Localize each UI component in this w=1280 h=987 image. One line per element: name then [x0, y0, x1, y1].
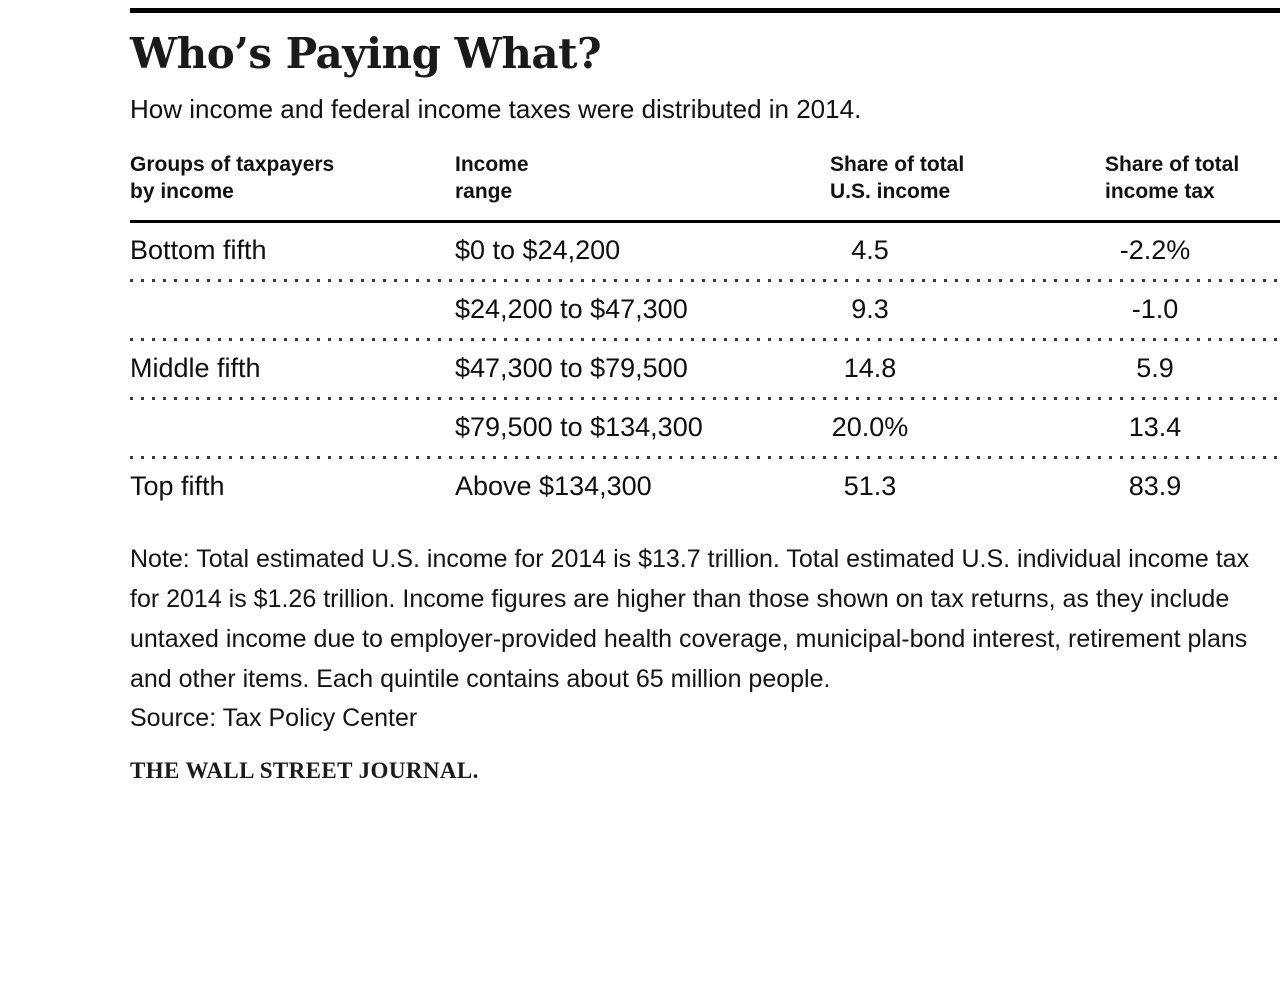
cell-tax-share: -2.2% — [1119, 235, 1191, 266]
chart-subtitle: How income and federal income taxes were… — [130, 94, 862, 124]
table-row-second-fifth: $24,200 to $47,300 9.3 -1.0 — [130, 282, 1280, 338]
cell-tax-share: 83.9 — [1128, 471, 1182, 502]
cell-income-share: 51.3 — [843, 471, 897, 502]
cell-income-range: $79,500 to $134,300 — [455, 412, 703, 443]
column-header-line: Share of total — [830, 153, 965, 176]
wsj-tax-distribution-figure: Who’s Paying What? How income and federa… — [130, 8, 1280, 783]
table-row-fourth-fifth: $79,500 to $134,300 20.0% 13.4 — [130, 400, 1280, 456]
column-header-tax-share: Share of total income tax — [995, 151, 1280, 206]
cell-group: Top fifth — [130, 471, 225, 502]
column-header-line: Groups of taxpayers — [130, 153, 335, 176]
publication-attribution: THE WALL STREET JOURNAL. — [130, 757, 479, 783]
top-rule — [130, 8, 1280, 13]
column-header-line: income tax — [1105, 180, 1215, 204]
cell-tax-share: 5.9 — [1136, 353, 1174, 384]
row-separator — [130, 455, 1280, 459]
cell-income-share: 20.0% — [831, 412, 909, 443]
footnote: Note: Total estimated U.S. income for 20… — [130, 544, 1250, 693]
column-header-income-share: Share of total U.S. income — [805, 151, 995, 206]
cell-group: Bottom fifth — [130, 235, 267, 266]
cell-tax-share: -1.0 — [1131, 294, 1179, 325]
header-rule — [130, 219, 1280, 223]
column-header-groups: Groups of taxpayers by income — [130, 151, 455, 206]
row-separator — [130, 337, 1280, 341]
cell-income-range: $0 to $24,200 — [455, 235, 621, 266]
table-row-middle-fifth: Middle fifth $47,300 to $79,500 14.8 5.9 — [130, 341, 1280, 397]
column-header-line: by income — [130, 180, 234, 204]
cell-income-range: $47,300 to $79,500 — [455, 353, 688, 384]
table-row-bottom-fifth: Bottom fifth $0 to $24,200 4.5 -2.2% — [130, 223, 1280, 279]
column-header-line: Share of total — [1105, 153, 1240, 176]
cell-income-share: 9.3 — [851, 294, 889, 325]
cell-income-share: 4.5 — [851, 235, 889, 266]
table-row-top-fifth: Top fifth Above $134,300 51.3 83.9 — [130, 459, 1280, 515]
cell-income-share: 14.8 — [843, 353, 897, 384]
row-separator — [130, 278, 1280, 282]
column-header-line: Income — [455, 153, 529, 176]
table-header-row: Groups of taxpayers by income Income ran… — [130, 151, 1280, 206]
cell-income-range: Above $134,300 — [455, 471, 652, 502]
column-header-income-range: Income range — [455, 151, 805, 206]
chart-title: Who’s Paying What? — [130, 29, 602, 78]
column-header-line: range — [455, 180, 513, 204]
row-separator — [130, 396, 1280, 400]
column-header-line: U.S. income — [830, 180, 951, 204]
source-line: Source: Tax Policy Center — [130, 703, 418, 732]
cell-tax-share: 13.4 — [1128, 412, 1182, 443]
cell-income-range: $24,200 to $47,300 — [455, 294, 688, 325]
cell-group: Middle fifth — [130, 353, 261, 384]
